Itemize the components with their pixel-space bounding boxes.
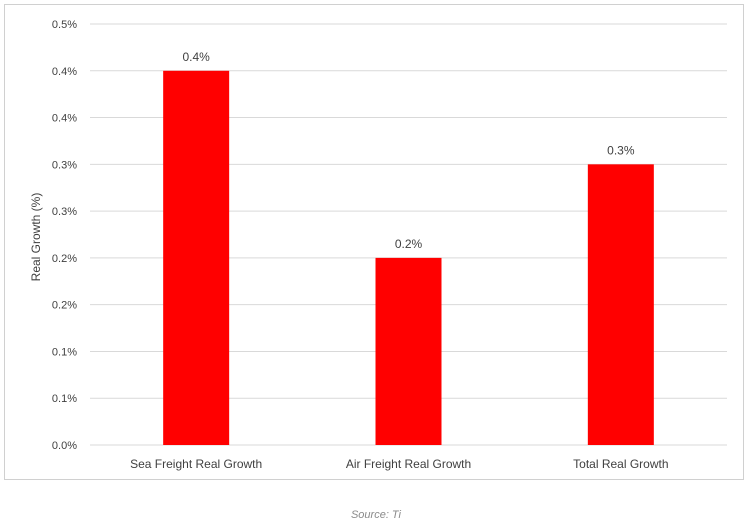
y-tick-label: 0.3% [52, 159, 77, 171]
y-axis-ticks: 0.0% 0.1% 0.1% 0.2% 0.2% 0.3% 0.3% 0.4% 0.4% 0.5% [52, 19, 77, 452]
bar-data-label: 0.4% [182, 50, 210, 64]
y-axis-title: Real Growth (%) [29, 193, 43, 282]
y-tick-label: 0.4% [52, 66, 77, 78]
bars [163, 70, 654, 446]
y-tick-label: 0.2% [52, 300, 77, 312]
y-tick-label: 0.5% [52, 19, 77, 31]
bar-data-label: 0.2% [395, 237, 423, 251]
y-tick-label: 0.0% [52, 440, 77, 452]
y-tick-label: 0.3% [52, 206, 77, 218]
y-tick-label: 0.1% [52, 393, 77, 405]
x-axis-categories: Sea Freight Real Growth Air Freight Real … [130, 457, 668, 471]
bar-data-label: 0.3% [607, 143, 635, 157]
y-tick-label: 0.1% [52, 346, 77, 358]
bar [375, 257, 442, 445]
x-category-label: Air Freight Real Growth [346, 457, 471, 471]
x-category-label: Total Real Growth [573, 457, 668, 471]
x-category-label: Sea Freight Real Growth [130, 457, 262, 471]
y-tick-label: 0.4% [52, 113, 77, 125]
data-labels: 0.4% 0.2% 0.3% [182, 50, 634, 251]
chart-frame: 0.0% 0.1% 0.1% 0.2% 0.2% 0.3% 0.3% 0.4% 0.4% 0.5%… [4, 4, 744, 480]
bar [163, 70, 230, 446]
bar [587, 164, 654, 446]
bar-chart: 0.0% 0.1% 0.1% 0.2% 0.2% 0.3% 0.3% 0.4% 0.4% 0.5%… [29, 19, 727, 471]
source-caption: Source: Ti [350, 509, 402, 521]
y-tick-label: 0.2% [52, 253, 77, 265]
